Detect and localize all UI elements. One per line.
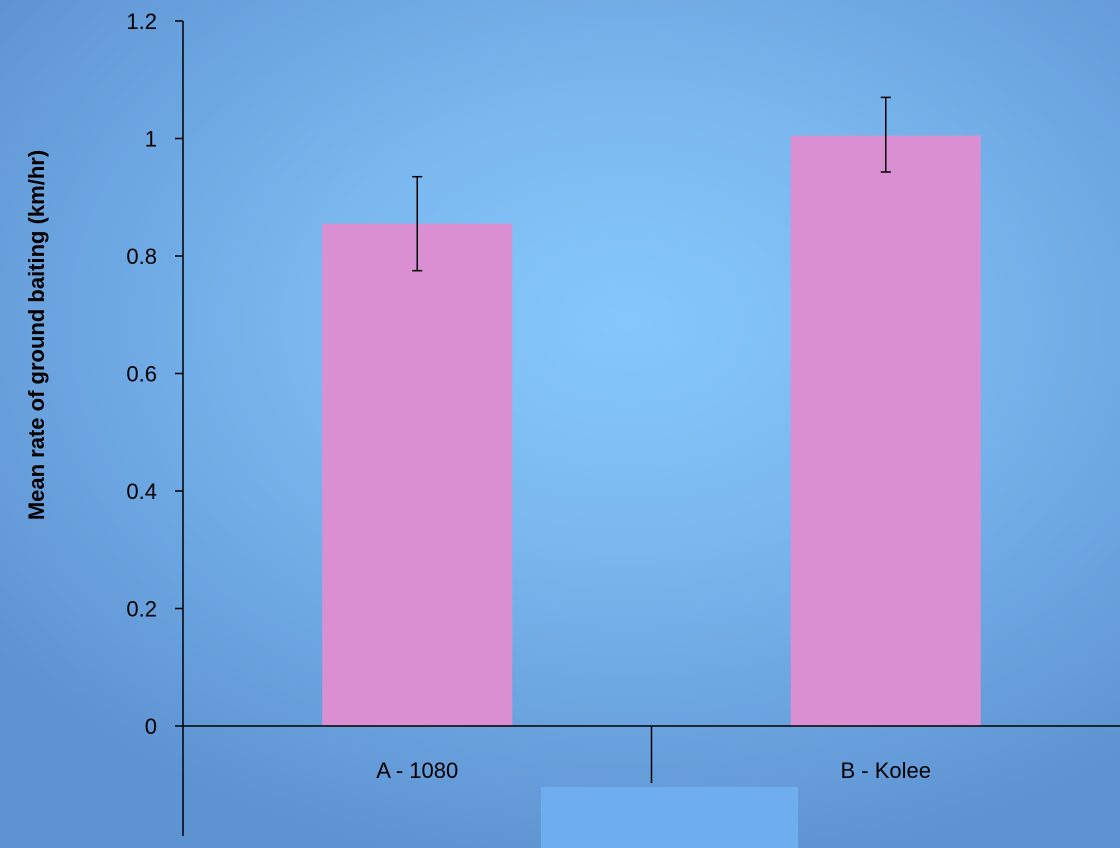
- bar: [790, 135, 981, 726]
- axes-group: [182, 21, 1120, 836]
- caption-box: [541, 787, 798, 848]
- y-tick-label: 0.2: [126, 597, 157, 622]
- y-tick-label: 1: [145, 127, 157, 152]
- bar: [322, 223, 513, 726]
- bars-group: [322, 135, 981, 726]
- y-tick-label: 1.2: [126, 9, 157, 34]
- y-tick-label: 0.6: [126, 362, 157, 387]
- y-tick-label: 0.4: [126, 479, 157, 504]
- y-tick-label: 0: [145, 714, 157, 739]
- y-axis-label: Mean rate of ground baiting (km/hr): [24, 150, 49, 520]
- y-tick-label: 0.8: [126, 244, 157, 269]
- y-ticks-group: 0 0.2 0.4 0.6 0.8 1 1.2: [126, 9, 183, 739]
- x-category-label: A - 1080: [376, 758, 458, 783]
- x-categories-group: A - 1080 B - Kolee: [376, 758, 931, 783]
- error-bars-group: [412, 96, 891, 272]
- x-category-label: B - Kolee: [841, 758, 932, 783]
